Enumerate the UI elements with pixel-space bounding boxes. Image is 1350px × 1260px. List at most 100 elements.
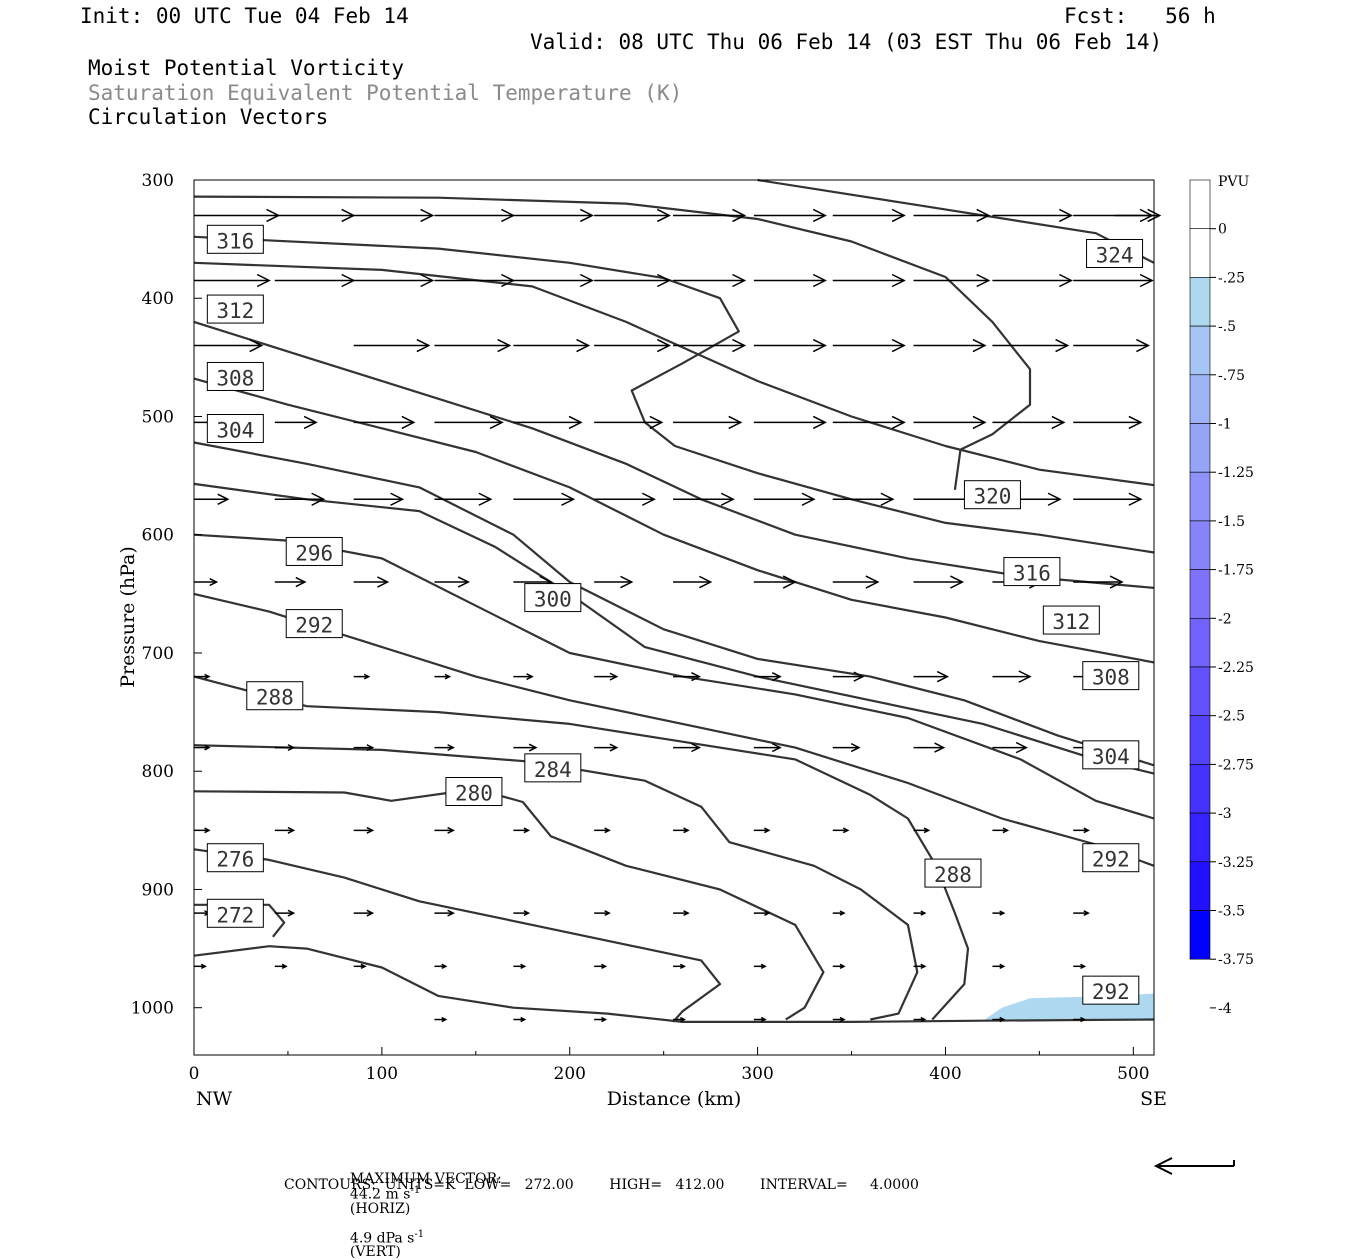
contour-label-text: 308 [1092,666,1130,690]
colorbar-cell-7 [1189,520,1211,570]
vector-5-8 [832,575,880,589]
y-tick-label-800: 800 [142,762,174,782]
contour-label-300-7-0: 300 [524,583,582,613]
contour-284-11 [193,744,919,1021]
vector-10-4 [513,963,527,969]
vector-head [950,575,965,589]
colorbar-tick-label-5: -1.25 [1218,465,1254,481]
x-tick-label-500: 500 [1117,1064,1149,1084]
vector-1-9 [913,273,991,288]
vector-5-2 [353,576,390,588]
colorbar-tick-label-0: 0 [1218,222,1227,238]
horiz-exponent: -1 [410,1185,421,1196]
vector-head [853,671,865,682]
vector-11-8 [1073,1016,1087,1023]
contour-label-layer: 3243203163163123123083083043043002962922… [206,224,1144,1005]
contour-label-276-13-0: 276 [206,843,264,873]
vector-0-12 [1114,208,1162,223]
vector-head [891,415,906,430]
vector-3-7 [753,415,827,430]
vector-head [579,208,594,223]
vector-head [920,963,927,969]
vector-head [1059,208,1074,223]
vector-2-3 [513,338,591,353]
vector-head [420,273,435,288]
contour-label-box [1086,238,1144,268]
vector-head [457,576,470,588]
vector-head [366,744,375,752]
contour-320-2 [193,235,1155,554]
vector-4-11 [1073,492,1143,506]
vector-1-8 [832,273,906,288]
vector-head [812,208,827,223]
vector-head [281,963,288,969]
vector-9-4 [513,910,531,917]
vector-head [609,672,619,681]
vector-head [489,415,504,430]
vector-7-1 [274,744,296,752]
vector-9-9 [913,910,927,916]
max-horiz-value: 44.2 m s [349,1186,411,1203]
contour-label-box [1003,557,1061,587]
vector-5-11 [1073,575,1124,589]
vector-head [256,273,271,288]
x-tick-label-200: 200 [554,1064,586,1084]
vector-head [1059,273,1074,288]
vector-head [839,910,846,916]
vector-0-5 [594,208,671,223]
colorbar-cell-5 [1189,423,1211,473]
vector-2-5 [673,338,747,353]
contour-label-288-10-0: 288 [246,681,304,711]
vector-head [1128,492,1143,506]
vector-head [771,672,782,682]
contour-label-box [963,480,1021,510]
vector-0-3 [434,208,516,223]
x-end-label-left: NW [196,1088,233,1110]
vector-head [366,909,375,917]
contour-label-288-10-1: 288 [924,858,982,888]
vector-2-0 [194,338,264,353]
vector-head [568,415,583,430]
vector-head [976,208,991,223]
contour-label-text: 284 [534,758,572,782]
forecast-hour: Fcst: 56 h [1064,4,1216,28]
colorbar-cell-15 [1189,910,1211,960]
vector-6-2 [434,673,452,680]
vector-6-4 [594,672,619,681]
contour-label-box [206,224,264,254]
vector-head [649,415,664,430]
contour-label-box [1082,843,1140,873]
vector-head [447,744,455,752]
y-axis-title: Pressure (hPa) [117,546,139,688]
contour-label-box [924,858,982,888]
contour-label-box [206,898,264,928]
vector-head [520,1016,527,1023]
vector-head [204,827,211,834]
vector-head [523,910,531,917]
vector-head [579,273,594,288]
contour-300-7 [193,482,1155,775]
contour-label-308-5-1: 308 [1082,661,1140,691]
colorbar-unit: PVU [1218,174,1250,190]
vector-head [620,575,634,589]
vector-head [523,827,531,834]
vector-head [1083,827,1090,834]
vector-0-6 [673,208,747,223]
vector-8-0 [194,827,211,834]
vector-9-10 [992,910,1006,916]
vector-head [311,492,326,506]
contour-label-text: 312 [1052,610,1090,634]
colorbar-cell-6 [1189,471,1211,522]
vector-head [249,338,264,353]
contour-label-text: 272 [216,903,254,927]
vector-10-8 [832,963,846,969]
vector-head [801,492,816,506]
contour-316-3 [193,261,1155,487]
vector-head [478,492,493,506]
contour-label-320-1-0: 320 [963,480,1021,510]
vector-head [720,492,735,506]
vector-0-1 [274,208,356,223]
colorbar-cell-10 [1189,666,1211,717]
contour-label-text: 296 [295,541,333,565]
contour-label-box [1042,605,1100,635]
